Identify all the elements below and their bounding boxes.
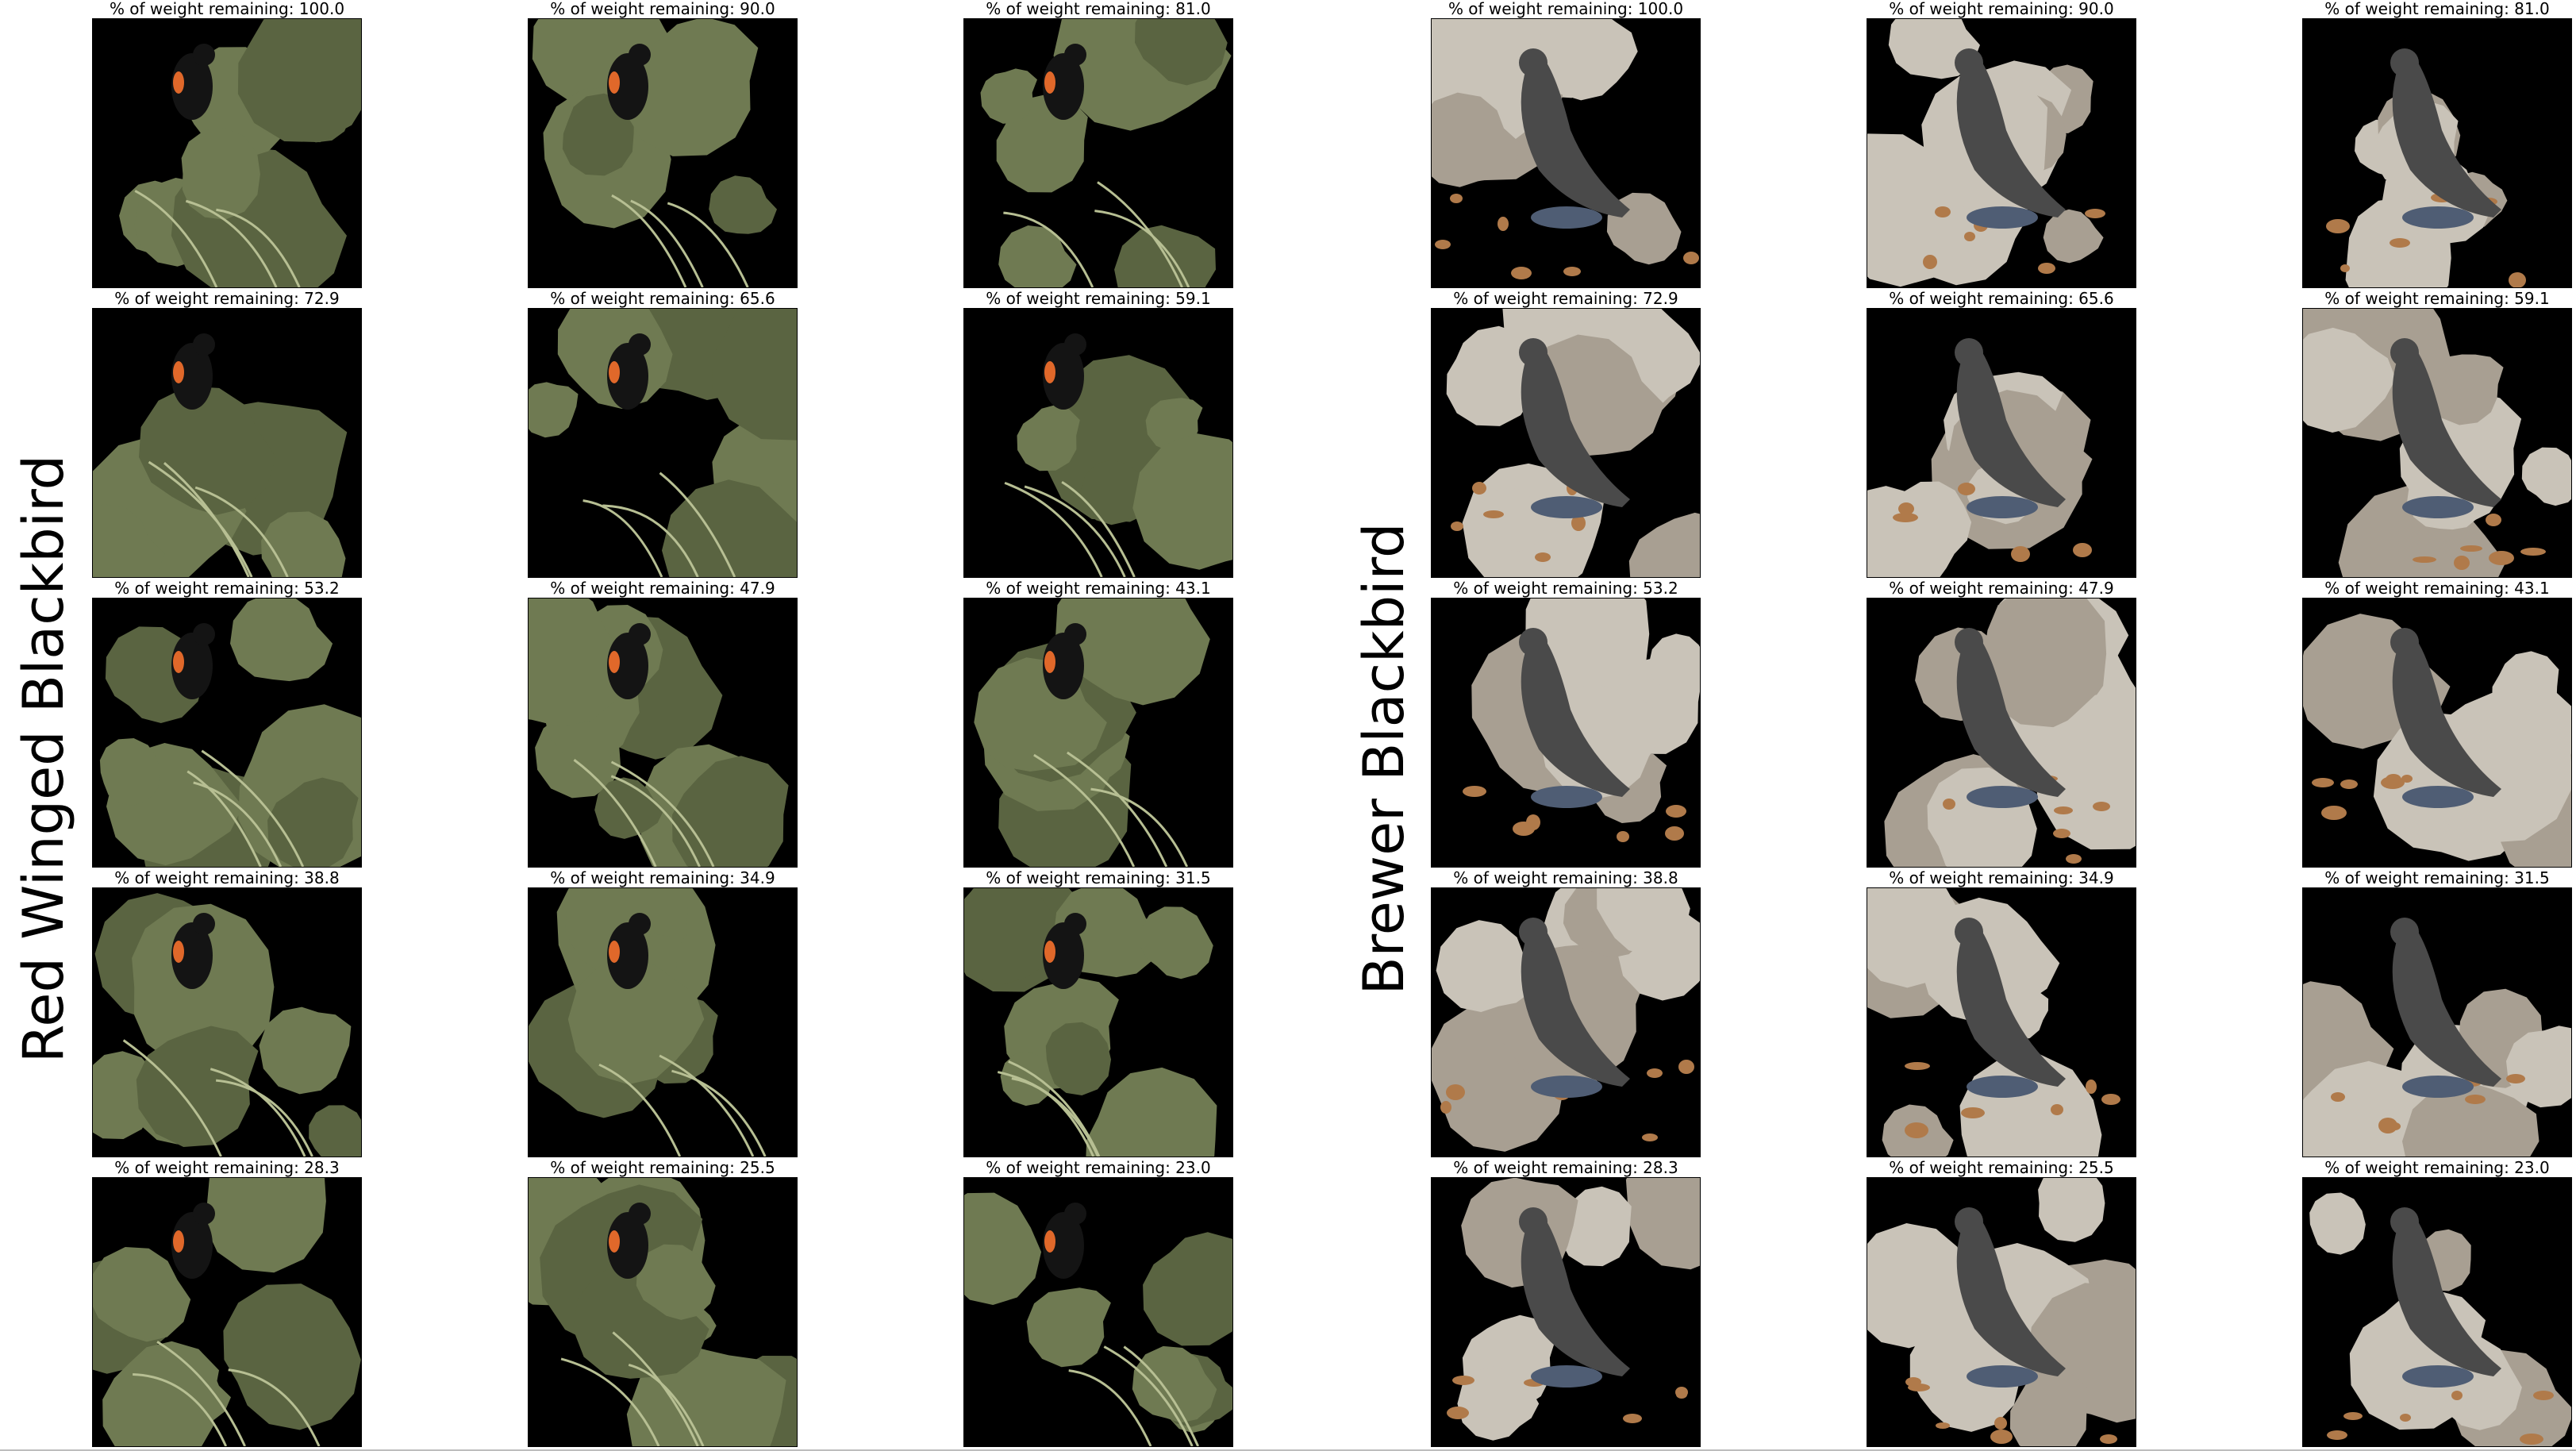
cell-title: % of weight remaining: 47.9 <box>550 579 775 598</box>
bottom-rule <box>0 1449 2576 1451</box>
mask-cell: % of weight remaining: 90.0 <box>528 0 798 289</box>
cell-title: % of weight remaining: 59.1 <box>986 289 1211 308</box>
mask-cell: % of weight remaining: 59.1 <box>2302 290 2572 579</box>
mask-cell: % of weight remaining: 65.6 <box>1867 290 2136 579</box>
cell-title: % of weight remaining: 28.3 <box>1453 1158 1678 1177</box>
red-winged-blackbird-masked-image <box>963 18 1233 288</box>
red-winged-blackbird-masked-image <box>528 887 798 1157</box>
mask-cell: % of weight remaining: 25.5 <box>1867 1159 2136 1448</box>
cell-title: % of weight remaining: 25.5 <box>550 1158 775 1177</box>
brewer-blackbird-masked-image <box>1867 598 2136 868</box>
brewer-blackbird-masked-image <box>2302 887 2572 1157</box>
mask-cell: % of weight remaining: 53.2 <box>92 579 362 868</box>
mask-cell: % of weight remaining: 43.1 <box>2302 579 2572 868</box>
red-winged-blackbird-masked-image <box>963 308 1233 578</box>
brewer-blackbird-masked-image <box>1867 1177 2136 1447</box>
mask-cell: % of weight remaining: 34.9 <box>528 869 798 1158</box>
red-winged-blackbird-masked-image <box>92 1177 362 1447</box>
cell-title: % of weight remaining: 65.6 <box>1889 289 2114 308</box>
red-winged-blackbird-masked-image <box>92 18 362 288</box>
cell-title: % of weight remaining: 38.8 <box>114 868 340 887</box>
cell-title: % of weight remaining: 72.9 <box>114 289 340 308</box>
cell-title: % of weight remaining: 38.8 <box>1453 868 1678 887</box>
brewer-blackbird-masked-image <box>2302 598 2572 868</box>
cell-title: % of weight remaining: 43.1 <box>2324 579 2550 598</box>
mask-cell: % of weight remaining: 23.0 <box>2302 1159 2572 1448</box>
red-winged-blackbird-panel: Red Winged Blackbird % of weight remaini… <box>11 0 1233 1448</box>
red-winged-blackbird-masked-image <box>92 308 362 578</box>
cell-title: % of weight remaining: 72.9 <box>1453 289 1678 308</box>
red-winged-blackbird-masked-image <box>528 18 798 288</box>
mask-cell: % of weight remaining: 47.9 <box>528 579 798 868</box>
red-winged-blackbird-masked-image <box>963 1177 1233 1447</box>
red-winged-blackbird-masked-image <box>528 1177 798 1447</box>
red-winged-blackbird-masked-image <box>528 308 798 578</box>
mask-cell: % of weight remaining: 31.5 <box>963 869 1233 1158</box>
red-winged-blackbird-masked-image <box>92 887 362 1157</box>
cell-title: % of weight remaining: 23.0 <box>2324 1158 2550 1177</box>
brewer-blackbird-masked-image <box>1867 18 2136 288</box>
cell-title: % of weight remaining: 81.0 <box>986 0 1211 18</box>
brewer-blackbird-panel: Brewer Blackbird % of weight remaining: … <box>1288 0 2576 1451</box>
panel-label: Brewer Blackbird <box>1351 522 1417 995</box>
red-winged-blackbird-masked-image <box>963 887 1233 1157</box>
cell-title: % of weight remaining: 25.5 <box>1889 1158 2114 1177</box>
mask-cell: % of weight remaining: 28.3 <box>1431 1159 1701 1448</box>
panel-label: Red Winged Blackbird <box>11 454 76 1064</box>
brewer-blackbird-masked-image <box>2302 1177 2572 1447</box>
red-winged-blackbird-masked-image <box>963 598 1233 868</box>
cell-title: % of weight remaining: 90.0 <box>1889 0 2114 18</box>
cell-title: % of weight remaining: 47.9 <box>1889 579 2114 598</box>
mask-cell: % of weight remaining: 81.0 <box>2302 0 2572 289</box>
brewer-blackbird-masked-image <box>1431 18 1701 288</box>
red-winged-blackbird-masked-image <box>528 598 798 868</box>
mask-cell: % of weight remaining: 81.0 <box>963 0 1233 289</box>
cell-title: % of weight remaining: 81.0 <box>2324 0 2550 18</box>
brewer-blackbird-masked-image <box>1867 308 2136 578</box>
mask-cell: % of weight remaining: 43.1 <box>963 579 1233 868</box>
mask-cell: % of weight remaining: 72.9 <box>92 290 362 579</box>
brewer-blackbird-masked-image <box>1431 308 1701 578</box>
cell-title: % of weight remaining: 59.1 <box>2324 289 2550 308</box>
cell-title: % of weight remaining: 31.5 <box>2324 868 2550 887</box>
mask-cell: % of weight remaining: 23.0 <box>963 1159 1233 1448</box>
mask-cell: % of weight remaining: 31.5 <box>2302 869 2572 1158</box>
cell-title: % of weight remaining: 65.6 <box>550 289 775 308</box>
mask-cell: % of weight remaining: 100.0 <box>92 0 362 289</box>
mask-cell: % of weight remaining: 72.9 <box>1431 290 1701 579</box>
cell-title: % of weight remaining: 43.1 <box>986 579 1211 598</box>
mask-cell: % of weight remaining: 65.6 <box>528 290 798 579</box>
mask-cell: % of weight remaining: 90.0 <box>1867 0 2136 289</box>
brewer-blackbird-masked-image <box>1867 887 2136 1157</box>
red-winged-blackbird-masked-image <box>92 598 362 868</box>
cell-title: % of weight remaining: 23.0 <box>986 1158 1211 1177</box>
cell-title: % of weight remaining: 31.5 <box>986 868 1211 887</box>
brewer-blackbird-masked-image <box>1431 598 1701 868</box>
brewer-blackbird-masked-image <box>1431 1177 1701 1447</box>
cell-title: % of weight remaining: 100.0 <box>1448 0 1684 18</box>
mask-cell: % of weight remaining: 47.9 <box>1867 579 2136 868</box>
brewer-blackbird-masked-image <box>1431 887 1701 1157</box>
cell-title: % of weight remaining: 53.2 <box>1453 579 1678 598</box>
cell-title: % of weight remaining: 34.9 <box>1889 868 2114 887</box>
brewer-blackbird-masked-image <box>2302 308 2572 578</box>
mask-cell: % of weight remaining: 25.5 <box>528 1159 798 1448</box>
mask-cell: % of weight remaining: 38.8 <box>1431 869 1701 1158</box>
cell-title: % of weight remaining: 90.0 <box>550 0 775 18</box>
cell-title: % of weight remaining: 28.3 <box>114 1158 340 1177</box>
mask-cell: % of weight remaining: 38.8 <box>92 869 362 1158</box>
mask-cell: % of weight remaining: 34.9 <box>1867 869 2136 1158</box>
cell-title: % of weight remaining: 100.0 <box>109 0 345 18</box>
cell-title: % of weight remaining: 34.9 <box>550 868 775 887</box>
mask-cell: % of weight remaining: 59.1 <box>963 290 1233 579</box>
brewer-blackbird-masked-image <box>2302 18 2572 288</box>
mask-cell: % of weight remaining: 28.3 <box>92 1159 362 1448</box>
cell-title: % of weight remaining: 53.2 <box>114 579 340 598</box>
mask-cell: % of weight remaining: 53.2 <box>1431 579 1701 868</box>
mask-cell: % of weight remaining: 100.0 <box>1431 0 1701 289</box>
